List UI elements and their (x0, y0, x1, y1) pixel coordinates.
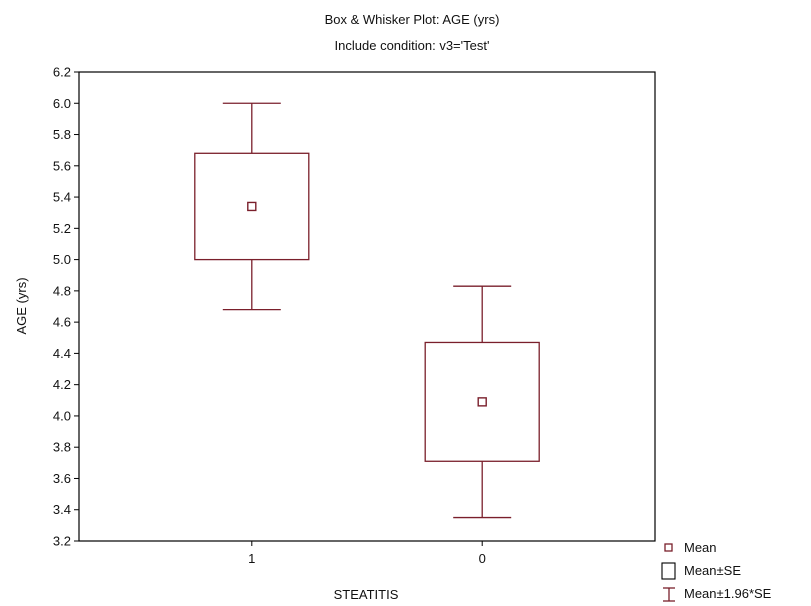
legend-ci-marker (663, 587, 675, 602)
x-tick-label: 0 (479, 551, 486, 566)
legend-se-label: Mean±SE (684, 563, 741, 578)
y-tick-label: 5.8 (53, 127, 71, 142)
legend-ci-label: Mean±1.96*SE (684, 586, 772, 601)
y-tick-label: 3.8 (53, 440, 71, 455)
se-box (424, 341, 540, 462)
y-tick-label: 3.2 (53, 534, 71, 549)
legend-mean-marker (664, 543, 673, 552)
y-tick-label: 5.6 (53, 158, 71, 173)
y-tick-label: 6.0 (53, 96, 71, 111)
box-group-1 (194, 102, 310, 311)
y-axis-label: AGE (yrs) (14, 277, 29, 334)
y-tick-label: 4.4 (53, 346, 71, 361)
legend: Mean Mean±SE Mean±1.96*SE (661, 540, 772, 602)
legend-mean-label: Mean (684, 540, 717, 555)
box-group-0 (424, 285, 540, 519)
y-tick-label: 5.2 (53, 221, 71, 236)
y-tick-label: 3.6 (53, 471, 71, 486)
y-tick-label: 6.2 (53, 65, 71, 80)
chart-title: Box & Whisker Plot: AGE (yrs) (325, 12, 500, 27)
y-tick-label: 4.2 (53, 377, 71, 392)
mean-marker (247, 201, 257, 212)
legend-se-marker (661, 562, 676, 580)
y-tick-label: 4.8 (53, 283, 71, 298)
mean-marker (477, 397, 487, 407)
x-axis-label: STEATITIS (334, 587, 399, 602)
y-tick-label: 5.0 (53, 252, 71, 267)
y-tick-label: 5.4 (53, 190, 71, 205)
y-tick-label: 4.6 (53, 315, 71, 330)
chart-subtitle: Include condition: v3='Test' (335, 38, 490, 53)
y-tick-label: 4.0 (53, 408, 71, 423)
boxes (194, 102, 540, 519)
x-tick-label: 1 (248, 551, 255, 566)
y-tick-label: 3.4 (53, 502, 71, 517)
y-axis: 3.2 3.4 3.6 3.8 4.0 4.2 4.4 4.6 4.8 5.0 5.2 5.4 5.6 5… (53, 65, 79, 549)
plot-frame (78, 71, 656, 542)
